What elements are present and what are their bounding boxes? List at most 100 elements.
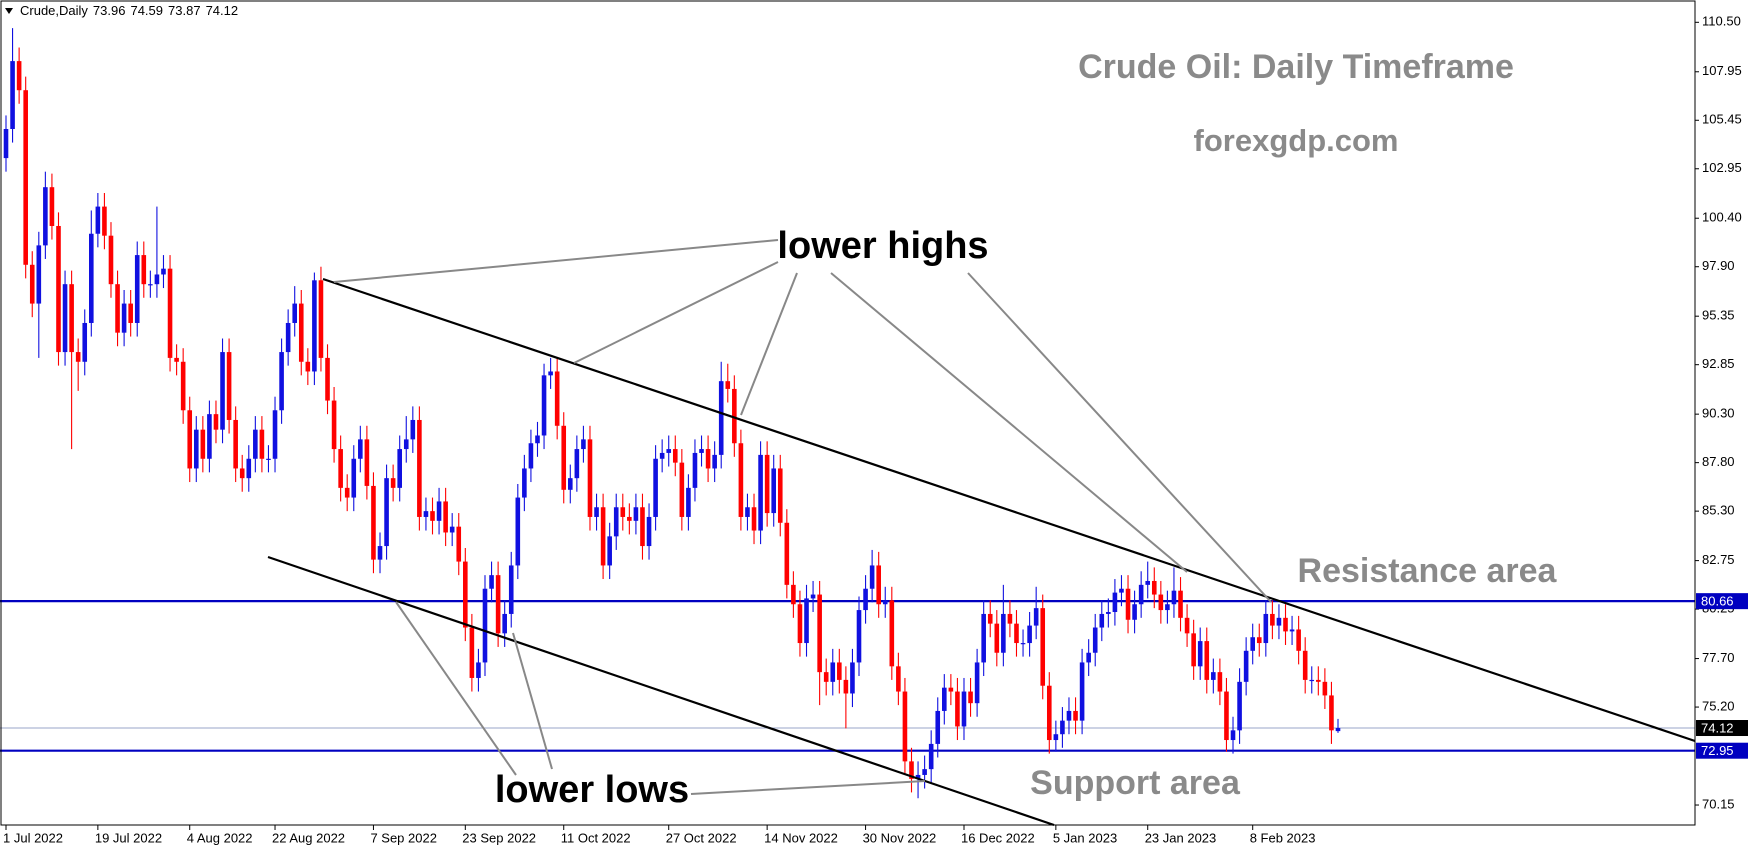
candle-body: [830, 662, 836, 682]
y-tick-label: 90.30: [1702, 406, 1735, 421]
candle-body: [876, 565, 881, 605]
candle-body: [522, 468, 527, 498]
annotation: lower highs: [777, 225, 988, 267]
candle-body: [1250, 637, 1255, 651]
candle-body: [495, 575, 501, 634]
current-price-label: 74.12: [1701, 720, 1734, 735]
candle-body: [10, 61, 15, 129]
header-high: 74.59: [130, 3, 163, 18]
candle-body: [561, 425, 567, 490]
level-price-label: 72.95: [1701, 743, 1734, 758]
candle-body: [1309, 679, 1315, 682]
candle-body: [1040, 608, 1046, 686]
candle-body: [1066, 710, 1072, 721]
candle-body: [102, 206, 107, 236]
x-tick-label: 23 Sep 2022: [462, 830, 536, 845]
symbol: Crude,Daily: [20, 3, 88, 18]
candle-body: [745, 507, 750, 517]
candle-body: [476, 662, 481, 678]
candle-body: [1145, 580, 1151, 585]
candle-body: [810, 594, 816, 599]
menu-arrow[interactable]: [5, 8, 13, 14]
header-open: 73.96: [93, 3, 126, 18]
candle-body: [837, 662, 842, 680]
candle-body: [1053, 734, 1059, 741]
candle-body: [226, 352, 232, 420]
candle-body: [193, 429, 199, 469]
candle-body: [49, 187, 55, 226]
candle-body: [1224, 691, 1229, 741]
candle-body: [69, 284, 74, 353]
candle-body: [613, 507, 619, 537]
candle-body: [305, 361, 311, 372]
x-tick-label: 27 Oct 2022: [666, 830, 737, 845]
candle-body: [1020, 643, 1026, 645]
candle-body: [1099, 613, 1105, 628]
candle-body: [935, 710, 941, 744]
candle-body: [948, 687, 954, 692]
level-price-box: [1696, 742, 1748, 759]
candle-body: [436, 501, 442, 521]
y-tick-label: 100.40: [1702, 210, 1742, 225]
candle-body: [725, 381, 731, 389]
candle-body: [279, 352, 284, 411]
candle-body: [29, 264, 35, 304]
candle-body: [449, 526, 455, 533]
candle-body: [1204, 641, 1210, 680]
current-price-box: [1696, 720, 1748, 737]
candle-body: [207, 414, 212, 459]
y-tick-label: 85.30: [1702, 503, 1735, 518]
candle-body: [1073, 710, 1078, 721]
candle-body: [1316, 679, 1321, 682]
candle-body: [686, 487, 691, 517]
candle-body: [600, 507, 606, 566]
candle-body: [843, 679, 849, 694]
x-tick-label: 23 Jan 2023: [1145, 830, 1217, 845]
candle-body: [554, 371, 560, 426]
candle-body: [909, 761, 914, 779]
candle-body: [896, 666, 901, 692]
candle-body: [1217, 672, 1223, 692]
candle-body: [620, 507, 626, 517]
candle-body: [1329, 695, 1334, 731]
candle-body: [1302, 650, 1308, 680]
y-tick-label: 97.90: [1702, 258, 1735, 273]
y-tick-label: 87.80: [1702, 454, 1735, 469]
candle-body: [174, 357, 179, 362]
candle-body: [738, 443, 744, 517]
x-tick-label: 11 Oct 2022: [561, 830, 631, 845]
candle-body: [502, 613, 507, 634]
candle-body: [456, 526, 462, 562]
candle-body: [1322, 681, 1328, 696]
candle-body: [167, 268, 173, 358]
candle-body: [331, 400, 337, 450]
candle-body: [358, 439, 363, 459]
candle-body: [1158, 594, 1164, 611]
candle-body: [535, 435, 540, 444]
candle-body: [587, 439, 593, 517]
candle-body: [508, 565, 514, 614]
header-close: 74.12: [206, 3, 239, 18]
candle-body: [653, 458, 658, 517]
candle-body: [718, 381, 724, 455]
candle-body: [1256, 637, 1262, 644]
candle-body: [187, 410, 193, 469]
candle-body: [1191, 633, 1196, 667]
x-tick-label: 1 Jul 2022: [3, 830, 63, 845]
candle-body: [567, 478, 573, 490]
candle-body: [902, 691, 908, 762]
candle-body: [443, 501, 448, 533]
candle-body: [312, 280, 317, 372]
candle-body: [764, 454, 770, 514]
candle-body: [823, 672, 829, 682]
candle-body: [148, 284, 153, 286]
candle-body: [482, 588, 488, 663]
pointer-line: [740, 272, 798, 416]
candle-body: [640, 507, 645, 547]
candle-body: [325, 357, 330, 401]
candle-body: [200, 429, 206, 459]
candle-body: [928, 743, 934, 770]
candle-body: [1060, 720, 1065, 735]
candle-body: [121, 303, 127, 333]
